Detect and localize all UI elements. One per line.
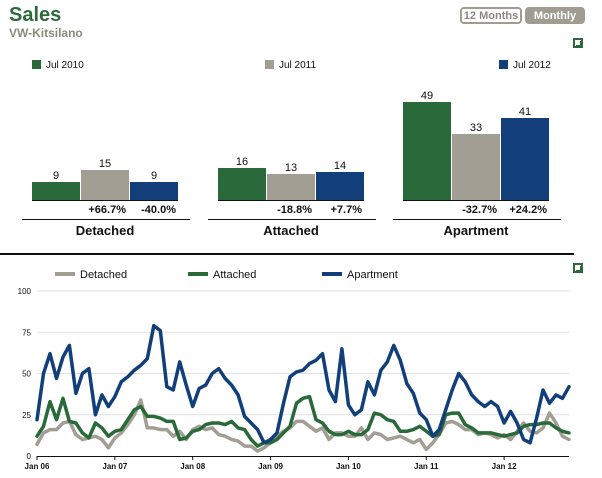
bar-value-label: 13	[285, 162, 297, 174]
legend-swatch	[265, 60, 274, 69]
toggle-monthly-button[interactable]: Monthly	[525, 7, 585, 24]
bar-value-label: 9	[151, 170, 157, 182]
y-tick-label: 100	[18, 287, 32, 296]
legend-label: Detached	[80, 269, 127, 281]
change-label: -32.7%	[462, 204, 497, 216]
legend-label: Jul 2010	[46, 60, 84, 71]
expand-icon[interactable]	[573, 263, 583, 273]
bar	[267, 174, 315, 200]
bar-value-label: 33	[470, 122, 482, 134]
category-label: Apartment	[443, 223, 509, 238]
bar-value-label: 41	[519, 106, 531, 118]
bar	[130, 182, 178, 200]
x-tick-label: Jan 11	[414, 462, 439, 471]
bar-value-label: 15	[99, 158, 111, 170]
y-tick-label: 50	[22, 370, 31, 379]
bar	[403, 102, 451, 200]
bar	[501, 118, 549, 200]
legend-swatch	[499, 60, 508, 69]
x-tick-label: Jan 09	[258, 462, 283, 471]
x-tick-label: Jan 10	[336, 462, 361, 471]
series-line	[35, 394, 571, 448]
bar	[316, 172, 364, 200]
change-label: +7.7%	[331, 204, 363, 216]
legend-label: Attached	[213, 269, 256, 281]
toggle-12-months-button[interactable]: 12 Months	[460, 7, 522, 24]
chart-divider	[0, 253, 574, 255]
legend-label: Apartment	[347, 269, 398, 281]
y-tick-label: 25	[22, 411, 31, 420]
change-label: +66.7%	[88, 204, 126, 216]
category-label: Attached	[263, 223, 319, 238]
category-label: Detached	[76, 223, 135, 238]
bar-value-label: 9	[53, 170, 59, 182]
bar	[452, 134, 500, 200]
x-tick-label: Jan 08	[180, 462, 205, 471]
bar	[32, 182, 80, 200]
change-label: -18.8%	[277, 204, 312, 216]
change-label: +24.2%	[509, 204, 547, 216]
series-line	[35, 398, 571, 453]
legend-label: Jul 2011	[279, 60, 317, 71]
bar-value-label: 16	[236, 156, 248, 168]
expand-icon[interactable]	[573, 38, 583, 48]
bar	[218, 168, 266, 200]
legend-swatch	[32, 60, 41, 69]
series-line	[35, 323, 571, 445]
y-tick-label: 0	[27, 452, 32, 461]
legend-label: Jul 2012	[513, 60, 551, 71]
bar	[81, 170, 129, 200]
y-tick-label: 75	[22, 328, 31, 337]
bar-value-label: 49	[421, 90, 433, 102]
x-tick-label: Jan 07	[102, 462, 127, 471]
page-title: Sales	[9, 4, 62, 26]
page-subtitle: VW-Kitsilano	[9, 26, 83, 40]
bar-value-label: 14	[334, 160, 346, 172]
change-label: -40.0%	[141, 204, 176, 216]
x-tick-label: Jan 06	[25, 462, 50, 471]
bar-chart: Jul 2010 Jul 2011 Jul 2012 9 15 9 +66.7% -40.0%…	[22, 60, 561, 238]
x-tick-label: Jan 12	[492, 462, 517, 471]
